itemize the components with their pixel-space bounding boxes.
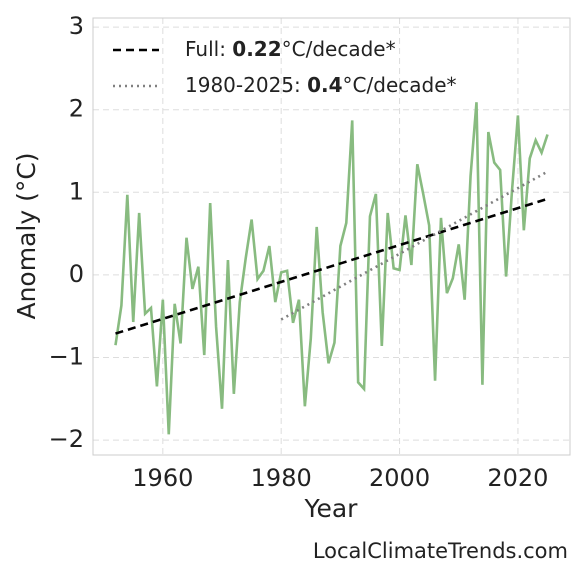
y-tick-label: 1 [69,177,84,205]
legend-label: Full: 0.22°C/decade* [185,37,396,61]
legend-part: °C/decade* [343,73,457,97]
legend-label: 1980-2025: 0.4°C/decade* [185,73,457,97]
x-tick-label: 1960 [132,464,193,492]
data-line [114,102,549,435]
x-tick-label: 2000 [369,464,430,492]
trend-line [115,197,548,335]
y-tick-label: 3 [69,12,84,40]
y-tick-label: 0 [69,260,84,288]
legend-part: 0.4 [307,73,342,97]
y-tick-label: −1 [49,343,84,371]
legend-part: 0.22 [232,37,281,61]
y-tick-label: −2 [49,425,84,453]
legend-part: 1980-2025: [185,73,307,97]
y-axis-label: Anomaly (°C) [12,152,41,319]
x-tick-label: 1980 [251,464,312,492]
y-tick-label: 2 [69,95,84,123]
legend-part: Full: [185,37,232,61]
legend-part: °C/decade* [282,37,396,61]
x-axis-label: Year [304,494,359,523]
trend-line [280,170,549,321]
source: LocalClimateTrends.com [313,539,568,563]
plot-frame [92,17,571,456]
x-tick-label: 2020 [487,464,548,492]
